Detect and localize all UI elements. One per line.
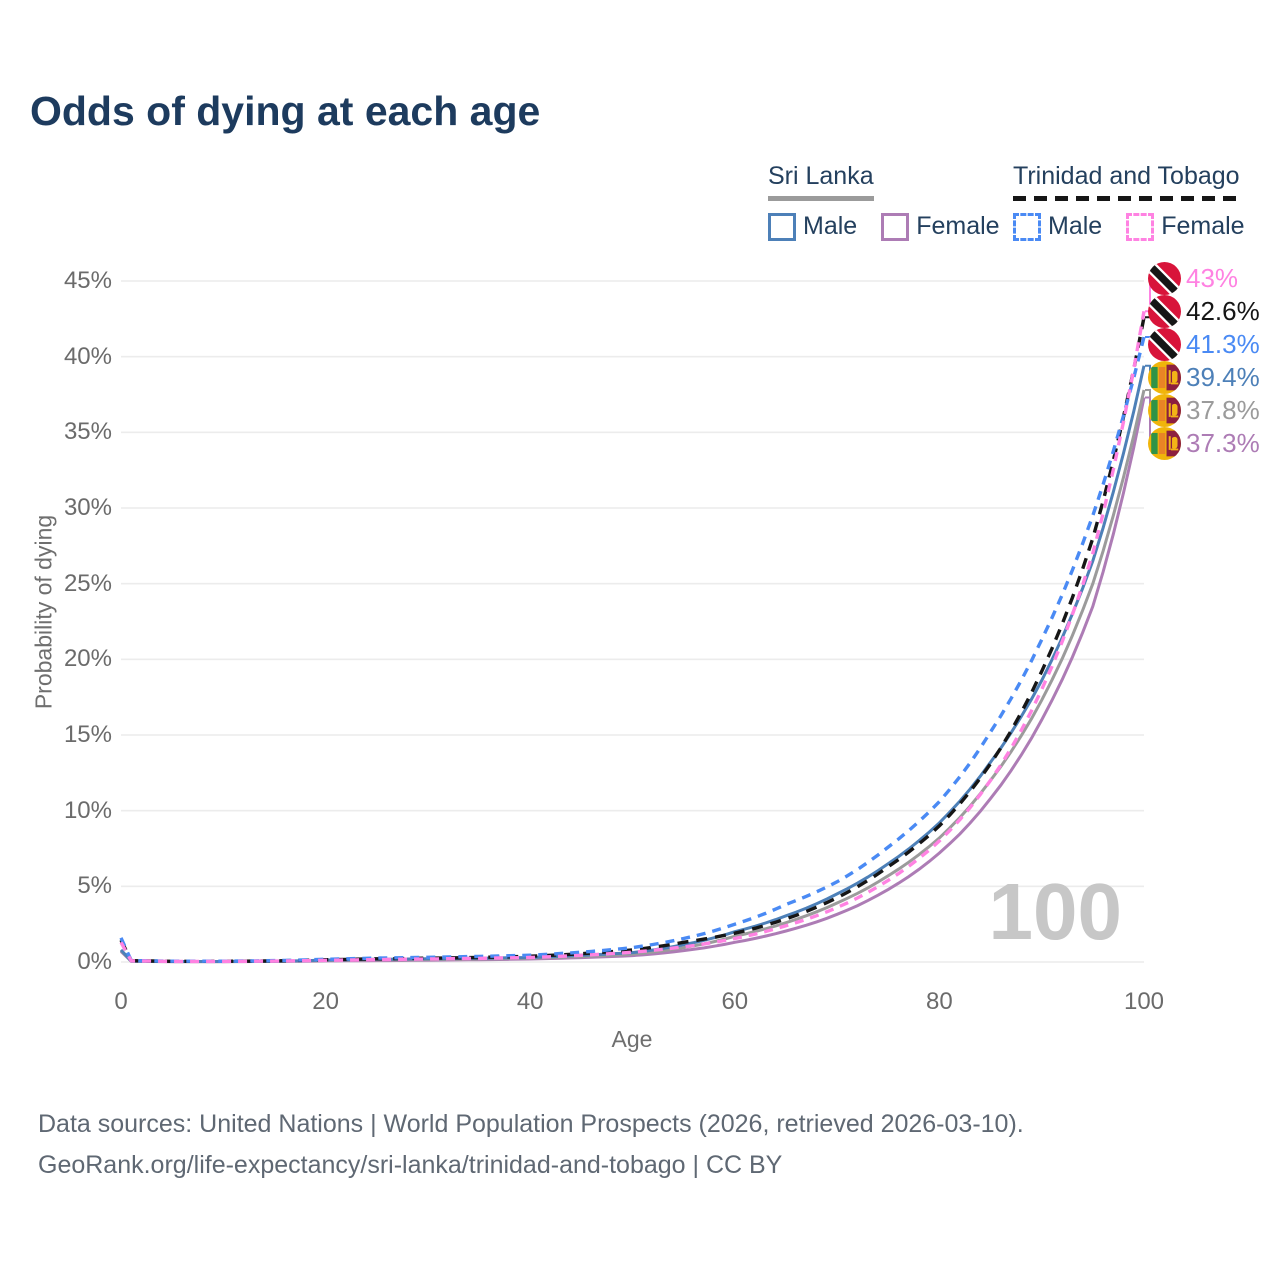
series-line-tt_female[interactable] [119,311,1146,964]
sri-lanka-flag-icon [1148,426,1181,460]
y-tick-label: 45% [63,267,112,294]
legend-swatch-sri-lanka-male[interactable] [768,212,796,241]
x-tick-label: 100 [1123,988,1165,1015]
x-tick-label: 20 [312,988,339,1015]
sri-lanka-flag-icon [1148,393,1181,427]
end-value-sl_male: 39.4% [1186,361,1260,392]
end-value-sl_both: 37.8% [1186,394,1260,425]
age-hover-indicator: 100 [988,867,1122,956]
series-line-tt_male[interactable] [119,336,1146,963]
end-label-tt_female[interactable]: 43% [1148,261,1238,295]
y-tick-label: 5% [77,872,112,900]
x-tick-label: 40 [516,988,544,1015]
end-label-sl_female[interactable]: 37.3% [1148,426,1260,460]
footer: Data sources: United Nations | World Pop… [38,1104,1024,1186]
trinidad-and-tobago-flag-icon [1148,261,1181,295]
trinidad-and-tobago-flag-icon [1148,294,1181,328]
page-title: Odds of dying at each age [30,88,541,134]
x-tick-label: 0 [114,988,128,1015]
legend-country-label: Sri Lanka [768,162,874,190]
sri-lanka-line-style-sample [768,196,874,201]
y-axis-title: Probability of dying [30,514,57,710]
attribution-line: GeoRank.org/life-expectancy/sri-lanka/tr… [38,1151,783,1179]
end-label-tt_male[interactable]: 41.3% [1148,327,1260,361]
end-label-tt_both[interactable]: 42.6% [1148,294,1260,328]
y-tick-label: 30% [63,494,112,521]
legend-swatch-trinidad-female[interactable] [1126,212,1155,241]
y-tick-label: 40% [63,342,112,370]
y-tick-label: 15% [63,721,112,748]
y-tick-label: 20% [63,645,112,673]
x-axis-title: Age [611,1026,653,1052]
legend-label-sri-lanka-female[interactable]: Female [916,212,1000,240]
legend-country-label: Trinidad and Tobago [1013,162,1240,190]
legend-swatch-trinidad-male[interactable] [1013,212,1041,241]
legend-country-sri-lanka[interactable]: Sri Lanka [768,162,874,201]
end-value-tt_female: 43% [1186,262,1239,293]
end-label-sl_both[interactable]: 37.8% [1148,393,1260,427]
end-label-sl_male[interactable]: 39.4% [1148,360,1260,394]
series-line-tt_both[interactable] [119,316,1146,963]
legend-country-trinidad-and-tobago[interactable]: Trinidad and Tobago [1013,162,1240,201]
end-value-tt_both: 42.6% [1186,295,1260,326]
data-sources-line: Data sources: United Nations | World Pop… [38,1110,1024,1138]
end-value-tt_male: 41.3% [1186,328,1260,359]
y-tick-label: 35% [63,418,112,446]
x-tick-label: 60 [721,988,749,1015]
sri-lanka-flag-icon [1148,360,1181,394]
legend-label-trinidad-male[interactable]: Male [1048,212,1103,240]
legend-swatch-sri-lanka-female[interactable] [881,212,910,241]
end-value-sl_female: 37.3% [1186,427,1260,458]
x-tick-label: 80 [926,988,953,1015]
legend-group-sri-lanka: Sri Lanka Male Female [768,162,1000,241]
y-tick-label: 10% [63,796,112,824]
y-tick-label: 0% [77,948,112,975]
trinidad-and-tobago-flag-icon [1148,327,1181,361]
legend-label-sri-lanka-male[interactable]: Male [803,212,858,240]
y-tick-label: 25% [63,569,112,597]
legend-group-trinidad-and-tobago: Trinidad and Tobago Male Female [1013,162,1245,241]
legend-label-trinidad-female[interactable]: Female [1161,212,1245,240]
trinidad-and-tobago-line-style-sample [1013,196,1240,201]
